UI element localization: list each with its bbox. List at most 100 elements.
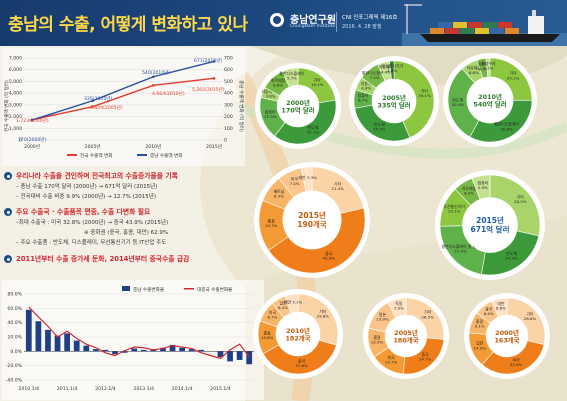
chart-grid: -40.0% -20.0% 0.0% 20.0% 40.0% 60.0% 80.0% (6, 292, 254, 384)
gear-icon (4, 255, 12, 263)
donut-center-label: 2010년 182개국 (285, 326, 310, 343)
bar-chungnam (83, 345, 90, 352)
bar-chungnam (236, 351, 243, 360)
issue-number: CNI 인포그래픽 제16호 (342, 15, 398, 21)
x-tick: 2014.1/4 (172, 386, 193, 392)
legend-swatch-chungnam (122, 286, 130, 291)
slice-label: 기타 39.1% (418, 88, 431, 98)
issue-date: 2016. 4. 28 발행 (342, 24, 382, 30)
chungnam-series-line (31, 60, 215, 121)
org-name-en: ChungNam Institute (290, 24, 336, 29)
y-right-tick: 0 (224, 138, 227, 144)
x-tick: 2010년 (145, 143, 161, 150)
donut-slice (389, 60, 395, 80)
y-left-tick: 5,000 (9, 79, 22, 85)
donut-hole (463, 198, 517, 252)
donut-center-label: 2000년 170억 달러 (281, 98, 314, 115)
national-point (212, 77, 216, 80)
slice-label: 기타 19.1% (311, 77, 324, 87)
national-point (91, 105, 94, 108)
slice-label: 기타 21.4% (331, 181, 344, 191)
donut-center-label: 2015년 671억 달러 (471, 215, 510, 234)
page-title: 충남의 수출, 어떻게 변화하고 있나 (8, 15, 248, 35)
slice-label: 기타 28.5% (514, 194, 527, 204)
bar-chungnam (160, 347, 166, 352)
label-national-2000: 1,723(2000년) (16, 117, 49, 124)
label-chungnam-2005: 335(2005년) (84, 95, 112, 102)
country_donuts-donut: 기타 29.8% 중국 37.6% 홍콩 13.6% 미국 8.7%일본 6.1%대만 5.1%… (253, 289, 343, 379)
slice-label: 중국 43.9% (322, 251, 335, 261)
donut-slice (485, 57, 491, 78)
slice-label: 평판디스플레이 7.5% (362, 71, 387, 81)
y-tick: 60.0% (7, 306, 22, 312)
slice-label: 대만 3.3% (299, 175, 318, 180)
country_donuts-donut: 기타 26.5% 중국 24.7% 미국 14.7%홍콩 12.5% 일본 13.9% 독일 7.9… (363, 293, 449, 379)
bar-chungnam (25, 309, 32, 352)
bar-chungnam (54, 335, 61, 352)
country_donuts-donut: 기타 28.6% 미국 32.8% 일본 14.9% 홍콩 9.1% 중국 8.0%대만 6.6% 2… (464, 293, 550, 379)
donut-slice (268, 207, 366, 274)
x-tick: 2015년 (206, 143, 222, 150)
national-point (152, 84, 155, 87)
slice-label: 반도체 32.1% (307, 125, 320, 135)
y-right-tick: 200 (224, 114, 233, 120)
donut-hole (467, 77, 513, 123)
header-divider (336, 12, 337, 32)
slice-label: 중국 37.6% (295, 358, 308, 368)
gear-icon (4, 172, 12, 180)
slice-label: 석유제품 4.4% (379, 65, 394, 75)
y-left-tick: 0 (19, 138, 22, 144)
y-left-tick: 6,000 (9, 67, 22, 73)
x-tick: 2010.1/4 (19, 386, 40, 392)
slice-label: 일본 6.1% (278, 301, 288, 311)
slice-label: 평판디스플레이 5.7% (279, 71, 304, 81)
label-chungnam-2000: 170(2000년) (18, 136, 46, 143)
label-national-2010: 4,664(2010년) (152, 90, 185, 97)
slice-label: 컴퓨터 6.7% (358, 93, 369, 103)
headline-3: 2011년부터 수출 증가세 둔화, 2014년부터 중국수출 급감 (16, 255, 190, 263)
y-axis-left-label: 전국 수출액 변화 (억 달러) (3, 80, 10, 132)
quarterly-export-change-chart: -40.0% -20.0% 0.0% 20.0% 40.0% 60.0% 80.0% 201… (2, 280, 264, 400)
bar-chungnam (121, 351, 128, 353)
slice-label: 석유제품 6.4% (462, 186, 477, 196)
slice-label: 홍콩 15.7% (265, 218, 278, 228)
header-banner: 충남의 수출, 어떻게 변화하고 있나 충남연구원 ChungNam Insti… (0, 0, 567, 46)
slice-label: 자동차 4.9% (361, 81, 372, 91)
y-right-tick: 500 (224, 79, 233, 85)
chungnam-point (30, 118, 34, 122)
donut-center-label: 2015년 190개국 (297, 210, 327, 229)
y-right-tick: 300 (224, 102, 233, 108)
slice-label: 대만 6.6% (496, 301, 506, 311)
y-tick: 40.0% (7, 320, 22, 326)
slice-label: 컴퓨터 15.3% (264, 109, 277, 119)
slice-label: 일본 14.9% (474, 341, 487, 351)
bar-series (25, 309, 253, 365)
slice-label: 홍콩 13.6% (261, 330, 274, 340)
donut-slice (281, 67, 299, 88)
y-axis-right-ticks: 0 100 200 300 400 500 600 700 (224, 56, 233, 144)
country_donuts-donut: 기타 21.4% 중국 43.9% 홍콩 15.7% 베트남 8.3% 미국 7.4%대만 3.3… (254, 162, 370, 278)
y-left-tick: 2,000 (9, 114, 22, 120)
slice-label: 기타 25.1% (507, 71, 520, 81)
label-national-2005: 2,844(2005년) (90, 104, 123, 111)
gear-icon (4, 208, 12, 216)
slice-label: 반도체 30.4% (451, 97, 464, 107)
donut-center-label: 2010년 540억 달러 (473, 92, 506, 109)
donut-hole (283, 191, 341, 249)
x-tick: 2011.1/4 (57, 386, 78, 392)
donut-slice (469, 99, 533, 143)
slice-label: 무선통신기기 1.6% (382, 64, 404, 74)
slice-label: 반도체 25.7% (373, 122, 386, 132)
y-left-tick: 4,000 (9, 91, 22, 97)
bar-chungnam (45, 329, 51, 352)
donut-slice (471, 174, 491, 200)
y-tick: 0.0% (10, 349, 22, 355)
slice-label: 컴퓨터 3.5% (478, 62, 489, 72)
donut-slice (491, 297, 508, 318)
y-right-tick: 400 (224, 91, 233, 97)
bar-chungnam (227, 351, 233, 362)
chungnam-point (91, 99, 94, 103)
label-chungnam-2010: 540(2010년) (142, 69, 170, 76)
y-tick: 80.0% (7, 292, 22, 298)
slice-label: 대만 5.1% (284, 299, 303, 304)
